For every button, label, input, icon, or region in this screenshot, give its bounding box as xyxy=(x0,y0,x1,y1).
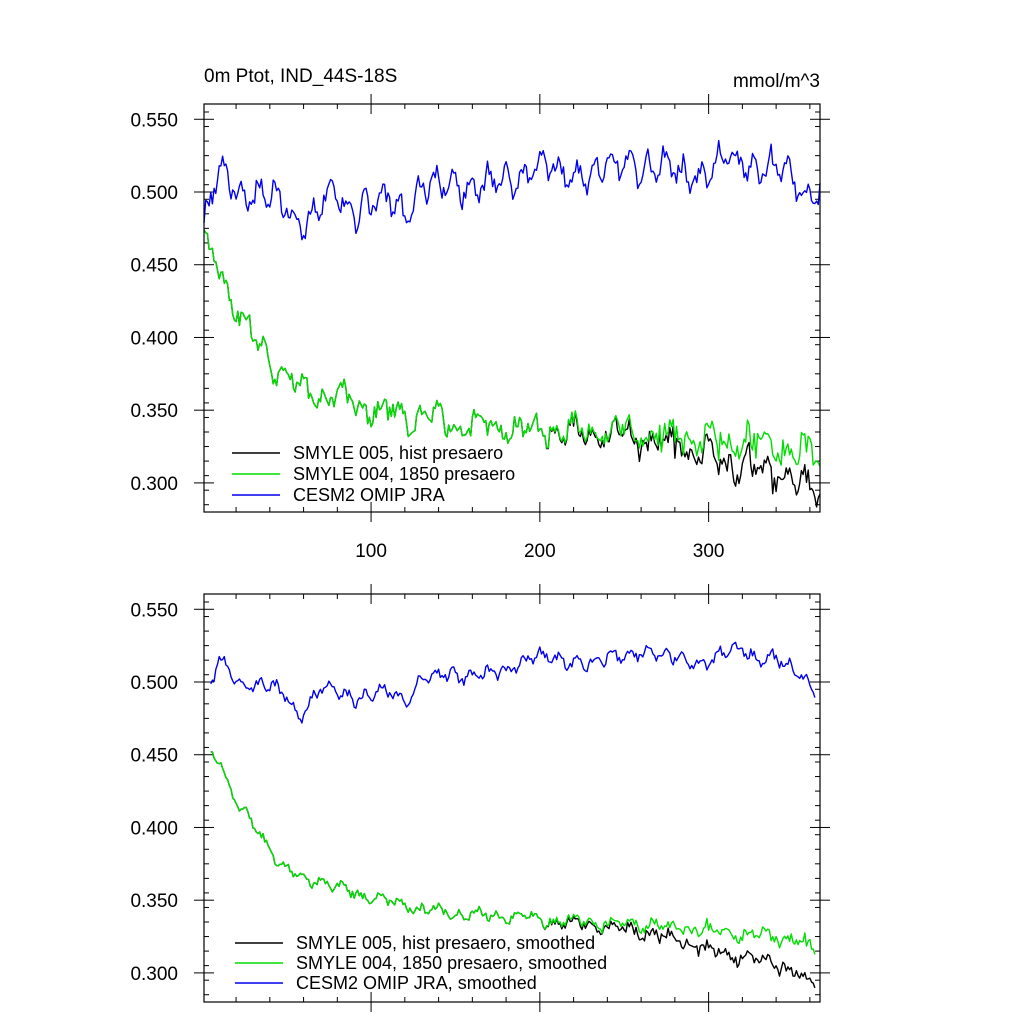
bottom-panel-legend: SMYLE 005, hist presaero, smoothedSMYLE … xyxy=(235,933,607,993)
legend-label: SMYLE 005, hist presaero, smoothed xyxy=(296,933,595,953)
x-tick-label: 100 xyxy=(355,541,387,562)
bottom-panel: 0.300 0.350 0.400 0.450 0.500 0.550 SMYLE 005… xyxy=(130,584,830,1012)
y-tick-label: 0.350 xyxy=(130,891,178,912)
series-line xyxy=(210,751,816,955)
top-panel-y-tick-labels: 0.300 0.350 0.400 0.450 0.500 0.550 xyxy=(130,110,178,495)
legend-label: CESM2 OMIP JRA xyxy=(293,485,445,505)
y-tick-label: 0.300 xyxy=(130,964,178,985)
bottom-panel-series xyxy=(210,641,816,989)
y-tick-label: 0.500 xyxy=(130,183,178,204)
top-panel-ticks xyxy=(194,94,830,522)
y-tick-label: 0.550 xyxy=(130,110,178,131)
legend-label: SMYLE 004, 1850 presaero xyxy=(293,464,515,484)
y-tick-label: 0.550 xyxy=(130,600,178,621)
legend-label: CESM2 OMIP JRA, smoothed xyxy=(296,973,537,993)
legend-label: SMYLE 004, 1850 presaero, smoothed xyxy=(296,953,607,973)
legend-label: SMYLE 005, hist presaero xyxy=(293,443,503,463)
y-tick-label: 0.450 xyxy=(130,746,178,767)
y-tick-label: 0.350 xyxy=(130,401,178,422)
x-tick-label: 300 xyxy=(693,541,725,562)
bottom-panel-frame xyxy=(203,593,821,1003)
bottom-panel-ticks xyxy=(194,584,830,1012)
series-line xyxy=(210,641,816,724)
y-tick-label: 0.300 xyxy=(130,474,178,495)
top-panel: 0m Ptot, IND_44S-18S mmol/m^3 0.300 0.350… xyxy=(130,66,830,562)
top-panel-title: 0m Ptot, IND_44S-18S xyxy=(204,66,397,87)
top-panel-x-tick-labels: 100 200 300 xyxy=(355,541,724,562)
x-tick-label: 200 xyxy=(524,541,556,562)
top-panel-units: mmol/m^3 xyxy=(733,71,820,92)
top-panel-frame xyxy=(203,103,821,513)
y-tick-label: 0.400 xyxy=(130,328,178,349)
y-tick-label: 0.500 xyxy=(130,673,178,694)
series-line xyxy=(203,229,821,467)
y-tick-label: 0.400 xyxy=(130,818,178,839)
top-panel-series xyxy=(203,139,821,508)
series-line xyxy=(203,139,821,241)
bottom-panel-y-tick-labels: 0.300 0.350 0.400 0.450 0.500 0.550 xyxy=(130,600,178,985)
y-tick-label: 0.450 xyxy=(130,256,178,277)
